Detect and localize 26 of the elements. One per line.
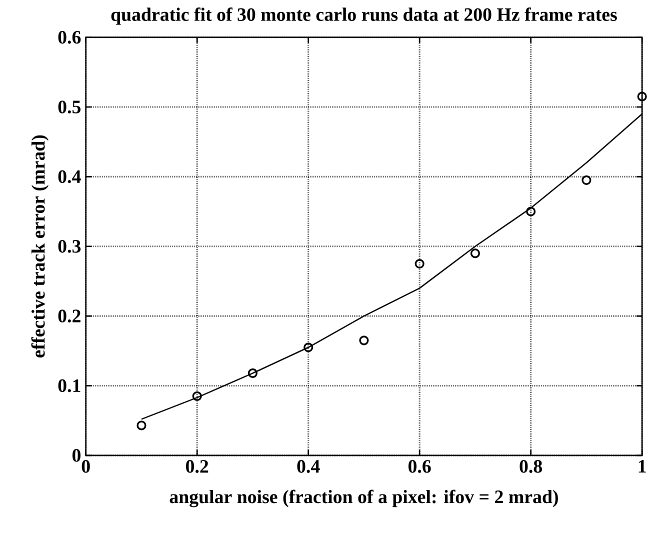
point xyxy=(304,342,314,352)
y-tick-label: 0.5 xyxy=(58,100,81,114)
x-tick-label: 0 xyxy=(82,460,90,473)
y-tick-label: 0.3 xyxy=(58,240,81,253)
x-tick-label: 0.6 xyxy=(408,460,431,473)
chart-title: quadratic fit of 30 monte carlo runs data at 200 Hz frame rates xyxy=(111,7,617,25)
y-tick-label: 0.4 xyxy=(58,170,81,183)
x-tick-label: 0.8 xyxy=(520,460,542,473)
x-tick-label: 0.2 xyxy=(186,460,208,473)
point xyxy=(414,258,424,268)
y-tick-label: 0.2 xyxy=(58,310,80,322)
point xyxy=(526,206,536,216)
point xyxy=(637,92,647,102)
x-tick-label: 0.4 xyxy=(297,460,320,473)
x-tick-label: 1 xyxy=(638,460,646,472)
y-tick-label: 0 xyxy=(72,448,81,462)
y-tick-label: 0.6 xyxy=(58,30,81,44)
x-axis-title: angular noise (fraction of a pixel: ifov = 2 mrad) xyxy=(170,490,558,508)
point xyxy=(470,248,480,258)
point xyxy=(248,368,258,378)
point xyxy=(582,175,592,185)
y-tick-label: 0.1 xyxy=(58,379,80,392)
y-axis-title: effective track error (mrad) xyxy=(31,135,49,358)
point xyxy=(192,391,202,401)
point xyxy=(136,420,146,430)
point xyxy=(359,336,369,346)
